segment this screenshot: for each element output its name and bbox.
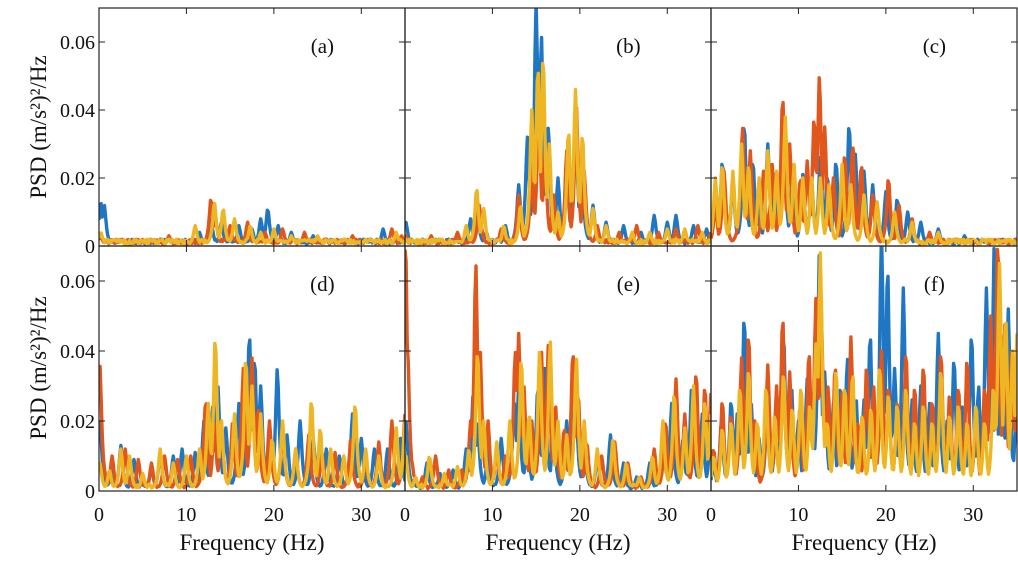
panel-b-series bbox=[405, 8, 711, 246]
series-line-3 bbox=[99, 341, 405, 490]
panel-frames bbox=[98, 7, 1018, 492]
x-tick-label: 20 bbox=[876, 504, 896, 526]
y-axis-label-top: PSD (m/s²)²/Hz bbox=[26, 55, 51, 199]
panel-frame bbox=[98, 7, 406, 247]
series-line-3 bbox=[405, 340, 711, 490]
x-axis-label-middle: Frequency (Hz) bbox=[486, 530, 631, 555]
x-tick-label: 10 bbox=[788, 504, 808, 526]
series-line-2 bbox=[99, 356, 405, 490]
panel-label: (e) bbox=[617, 272, 640, 296]
series-line-3 bbox=[711, 251, 1017, 483]
x-tick-label: 30 bbox=[963, 504, 983, 526]
panel-d-series bbox=[99, 338, 405, 490]
x-tick-label: 30 bbox=[657, 504, 677, 526]
panel-label: (a) bbox=[311, 34, 334, 58]
x-tick-label: 20 bbox=[570, 504, 590, 526]
y-tick-label: 0 bbox=[85, 481, 95, 503]
x-tick-label: 20 bbox=[264, 504, 284, 526]
panel-frame bbox=[710, 245, 1018, 492]
y-tick-label: 0.02 bbox=[60, 168, 95, 190]
panel-label: (d) bbox=[310, 272, 335, 296]
x-tick-label: 10 bbox=[176, 504, 196, 526]
x-tick-label: 0 bbox=[706, 504, 716, 526]
y-tick-label: 0.06 bbox=[60, 271, 95, 293]
series-layer bbox=[99, 8, 1017, 491]
panel-label: (f) bbox=[924, 272, 945, 296]
series-line-3 bbox=[711, 115, 1017, 246]
panel-a-series bbox=[99, 198, 405, 246]
y-axis-label-bottom: PSD (m/s²)²/Hz bbox=[26, 296, 51, 440]
x-axis-label-left: Frequency (Hz) bbox=[180, 530, 325, 555]
series-line-2 bbox=[405, 106, 711, 246]
x-axis-label-right: Frequency (Hz) bbox=[792, 530, 937, 555]
y-tick-label: 0.04 bbox=[60, 100, 95, 122]
panel-f-series bbox=[711, 246, 1017, 484]
series-line-1 bbox=[405, 8, 711, 246]
y-tick-label: 0.02 bbox=[60, 411, 95, 433]
panel-label: (c) bbox=[923, 34, 946, 58]
y-tick-label: 0.04 bbox=[60, 341, 95, 363]
series-line-3 bbox=[405, 61, 711, 246]
series-line-2 bbox=[405, 249, 711, 491]
panel-e-series bbox=[405, 249, 711, 491]
x-tick-label: 0 bbox=[400, 504, 410, 526]
text-layer: Frequency (Hz) Frequency (Hz) Frequency … bbox=[26, 32, 983, 555]
x-tick-label: 0 bbox=[94, 504, 104, 526]
panel-label: (b) bbox=[616, 34, 641, 58]
panel-c-series bbox=[711, 76, 1017, 246]
x-tick-label: 30 bbox=[351, 504, 371, 526]
x-tick-label: 10 bbox=[482, 504, 502, 526]
series-line-3 bbox=[99, 201, 405, 246]
y-tick-label: 0 bbox=[85, 236, 95, 258]
y-tick-label: 0.06 bbox=[60, 32, 95, 54]
axis-ticks bbox=[98, 8, 1017, 492]
